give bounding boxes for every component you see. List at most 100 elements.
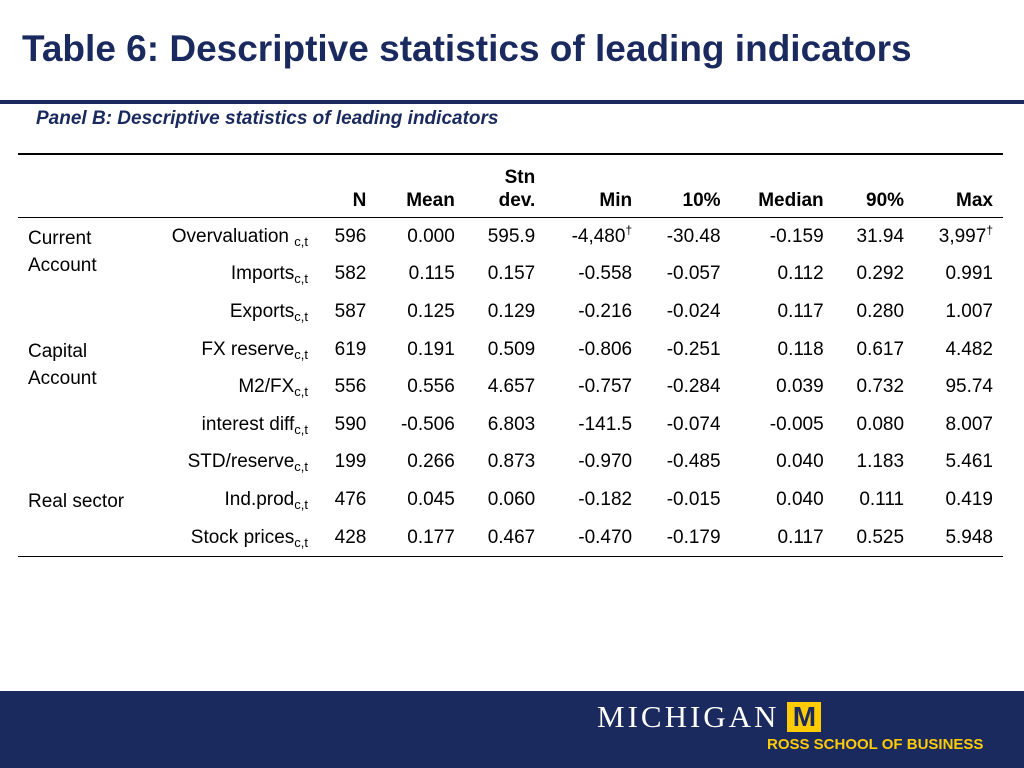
indicator-subscript: c,t xyxy=(294,271,308,287)
cell-mean: -0.506 xyxy=(400,413,455,435)
indicator-subscript: c,t xyxy=(294,496,308,512)
cell-median: 0.112 xyxy=(777,263,824,285)
cell-std: 0.129 xyxy=(487,300,536,322)
cell-median: 0.117 xyxy=(777,526,824,548)
block-m-logo-icon: M xyxy=(787,702,822,732)
cell-median: -0.159 xyxy=(769,225,824,247)
cell-std: 0.060 xyxy=(487,488,536,510)
school-name: ROSS SCHOOL OF BUSINESS xyxy=(767,736,984,753)
indicator-name: M2/FXc,t xyxy=(130,368,316,406)
table-row: Exportsc,t 587 0.125 0.129 -0.216 -0.024… xyxy=(18,293,1003,331)
indicator-subscript: c,t xyxy=(294,384,308,400)
group-label-current-account: Current Account xyxy=(28,228,97,276)
footer-bar xyxy=(0,691,1024,768)
table-row: Importsc,t 582 0.115 0.157 -0.558 -0.057… xyxy=(18,256,1003,294)
cell-mean: 0.191 xyxy=(407,338,455,360)
indicator-label: Stock prices xyxy=(190,526,295,548)
cell-max-value: 3,997 xyxy=(938,225,987,247)
cell-min: -0.216 xyxy=(578,300,633,322)
dagger-mark: † xyxy=(625,222,633,237)
cell-max: 5.948 xyxy=(945,526,993,548)
cell-p10: -0.485 xyxy=(666,451,721,473)
slide-title: Table 6: Descriptive statistics of leadi… xyxy=(22,28,912,69)
cell-n: 556 xyxy=(334,376,367,398)
michigan-logo: MICHIGAN M xyxy=(597,700,822,734)
group-label-real-sector: Real sector xyxy=(28,491,125,513)
descriptive-statistics-table: N Mean Stn dev. Min 10% Median 90% Max C… xyxy=(18,153,1003,558)
table-row: Real sector Ind.prodc,t 476 0.045 0.060 … xyxy=(18,481,1003,519)
table-row: STD/reservec,t 199 0.266 0.873 -0.970 -0… xyxy=(18,444,1003,482)
cell-p90: 0.617 xyxy=(856,338,905,360)
cell-n: 476 xyxy=(334,488,367,510)
indicator-name: Ind.prodc,t xyxy=(130,481,316,519)
indicator-label: interest diff xyxy=(201,413,295,435)
table-header-row: N Mean Stn dev. Min 10% Median 90% Max xyxy=(18,154,1003,218)
column-header-median: Median xyxy=(730,154,834,218)
indicator-subscript: c,t xyxy=(294,308,308,324)
cell-n: 619 xyxy=(334,338,367,360)
cell-std: 4.657 xyxy=(487,376,536,398)
cell-median: 0.039 xyxy=(776,376,824,398)
column-header-std-line1: Stn xyxy=(504,167,536,189)
table-row: interest diffc,t 590 -0.506 6.803 -141.5… xyxy=(18,406,1003,444)
indicator-name: Stock pricesc,t xyxy=(130,519,316,557)
cell-mean: 0.266 xyxy=(407,451,455,473)
cell-mean: 0.045 xyxy=(407,488,455,510)
indicator-name: Overvaluation c,t xyxy=(130,218,316,256)
group-column-header xyxy=(18,154,130,218)
indicator-label: Ind.prod xyxy=(224,488,295,510)
indicator-subscript: c,t xyxy=(294,421,308,437)
cell-mean: 0.177 xyxy=(407,526,455,548)
cell-p10: -0.024 xyxy=(666,300,721,322)
cell-max: 4.482 xyxy=(945,338,993,360)
cell-p90: 0.292 xyxy=(856,263,905,285)
indicator-subscript: c,t xyxy=(294,459,308,475)
cell-p10: -0.179 xyxy=(666,526,721,548)
column-header-mean: Mean xyxy=(376,154,465,218)
column-header-max: Max xyxy=(914,154,1003,218)
cell-max: 3,997† xyxy=(914,218,1003,256)
column-header-10pct: 10% xyxy=(642,154,731,218)
cell-p10: -0.015 xyxy=(666,488,721,510)
cell-mean: 0.125 xyxy=(407,300,455,322)
indicator-name: Importsc,t xyxy=(130,256,316,294)
cell-std: 0.157 xyxy=(487,263,536,285)
table-row: Capital Account FX reservec,t 619 0.191 … xyxy=(18,331,1003,389)
cell-std: 595.9 xyxy=(487,225,536,247)
cell-min: -0.470 xyxy=(578,526,633,548)
cell-min: -0.558 xyxy=(578,263,633,285)
indicator-name: Exportsc,t xyxy=(130,293,316,331)
indicator-label: Overvaluation xyxy=(171,225,289,247)
cell-p90: 1.183 xyxy=(856,451,905,473)
column-header-90pct: 90% xyxy=(833,154,915,218)
indicator-name: STD/reservec,t xyxy=(130,444,316,482)
cell-max: 5.461 xyxy=(945,451,993,473)
indicator-column-header xyxy=(130,154,316,218)
group-label-capital-account: Capital Account xyxy=(28,340,97,389)
cell-p90: 31.94 xyxy=(856,225,905,247)
indicator-subscript: c,t xyxy=(294,534,308,550)
cell-p10: -0.251 xyxy=(666,338,721,360)
cell-n: 596 xyxy=(334,225,367,247)
cell-median: -0.005 xyxy=(769,413,824,435)
indicator-name: FX reservec,t xyxy=(130,331,316,369)
cell-max: 0.991 xyxy=(945,263,993,285)
cell-p10: -0.284 xyxy=(666,376,721,398)
column-header-min: Min xyxy=(545,154,643,218)
table-row: Stock pricesc,t 428 0.177 0.467 -0.470 -… xyxy=(18,519,1003,557)
indicator-label: FX reserve xyxy=(201,338,295,360)
dagger-mark: † xyxy=(986,222,993,237)
cell-max: 1.007 xyxy=(945,300,993,322)
cell-p10: -0.074 xyxy=(666,413,721,435)
cell-max: 0.419 xyxy=(945,488,993,510)
cell-p90: 0.111 xyxy=(859,488,905,510)
indicator-label: M2/FX xyxy=(238,376,295,398)
cell-n: 587 xyxy=(334,300,367,322)
cell-p90: 0.525 xyxy=(856,526,905,548)
indicator-subscript: c,t xyxy=(294,346,308,362)
cell-min: -0.182 xyxy=(578,488,633,510)
indicator-label: Exports xyxy=(229,300,295,322)
cell-n: 590 xyxy=(334,413,367,435)
cell-min-value: -4,480 xyxy=(571,225,626,247)
cell-mean: 0.115 xyxy=(408,263,455,285)
